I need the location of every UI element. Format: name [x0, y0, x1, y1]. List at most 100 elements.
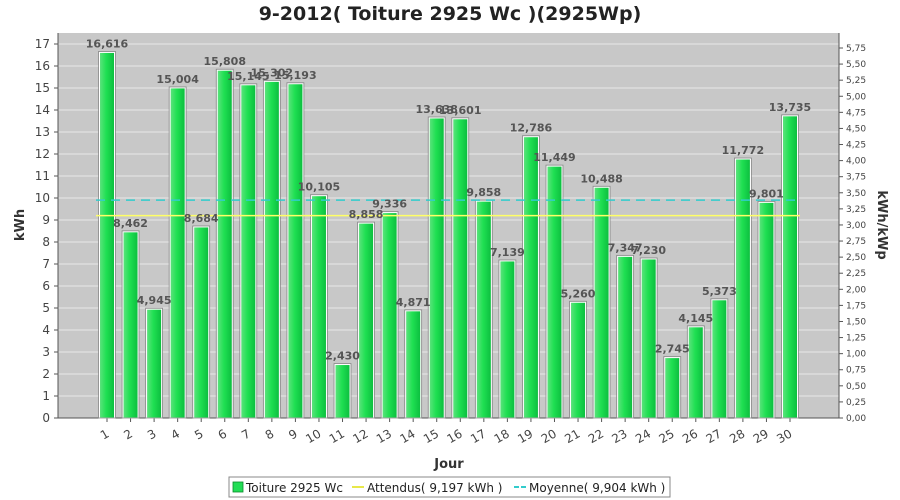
x-tick-label: 10	[303, 426, 323, 446]
legend-label-average: Moyenne( 9,904 kWh )	[529, 481, 665, 495]
x-tick-label: 1	[98, 426, 112, 442]
bar	[522, 136, 539, 419]
bar-outline	[310, 194, 328, 419]
x-tick-label: 19	[515, 426, 535, 446]
bar-outline	[522, 135, 540, 419]
y-tick-label: 11	[35, 169, 50, 183]
data-label: 2,430	[325, 350, 360, 363]
bar	[334, 364, 351, 419]
x-tick-label: 7	[239, 426, 253, 442]
reference-lines	[96, 199, 800, 217]
legend-label-expected: Attendus( 9,197 kWh )	[367, 481, 502, 495]
bar-outline	[121, 230, 140, 419]
bar	[122, 231, 139, 419]
x-tick-label: 6	[216, 426, 230, 442]
y-right-tick-label: 1,00	[846, 350, 866, 360]
x-tick-label: 27	[704, 426, 724, 446]
plot-area	[58, 33, 839, 418]
y-right-tick-label: 5,00	[846, 92, 866, 102]
bar-outline	[404, 309, 423, 419]
bar	[358, 222, 375, 419]
x-tick-label: 17	[468, 426, 488, 446]
bar-outline	[781, 114, 799, 419]
bar-outline	[168, 86, 187, 419]
data-label: 9,858	[466, 186, 501, 199]
data-label: 5,373	[702, 285, 737, 298]
bar	[570, 301, 587, 419]
legend: Toiture 2925 Wc Attendus( 9,197 kWh ) Moye…	[228, 476, 671, 498]
x-tick-label: 18	[492, 426, 512, 446]
bar	[216, 69, 233, 419]
x-tick-label: 25	[657, 426, 677, 446]
data-label: 7,139	[490, 246, 525, 259]
bar	[711, 299, 728, 419]
bar-outline	[380, 211, 399, 419]
bar-outline	[592, 185, 611, 419]
data-label: 4,145	[678, 312, 713, 325]
x-tick-label: 9	[286, 426, 300, 442]
bar	[428, 117, 445, 419]
data-label: 15,193	[274, 69, 316, 82]
data-label: 13,601	[439, 104, 481, 117]
x-tick-label: 20	[539, 426, 559, 446]
bar-outline	[357, 221, 375, 419]
data-label: 9,336	[372, 198, 407, 211]
data-label: 8,462	[113, 217, 148, 230]
x-tick-label: 30	[774, 426, 794, 446]
y-right-tick-label: 3,25	[846, 205, 866, 215]
bar-outline	[639, 257, 658, 419]
bar-outline	[333, 363, 352, 419]
bar	[310, 195, 327, 419]
y-tick-label: 4	[42, 323, 50, 337]
bar-outline	[616, 254, 635, 419]
bar-outline	[215, 68, 234, 419]
y-tick-label: 5	[42, 301, 50, 315]
y-tick-label: 7	[42, 257, 50, 271]
y-tick-label: 1	[42, 389, 50, 403]
data-label: 5,260	[561, 287, 596, 300]
bar	[169, 87, 186, 419]
y-right-tick-label: 4,00	[846, 157, 866, 167]
bar	[687, 326, 704, 419]
y-tick-label: 17	[35, 37, 50, 51]
y-right-tick-label: 3,50	[846, 189, 866, 199]
y-axis-right-label: kWh/kWp	[874, 190, 889, 259]
y-tick-label: 16	[35, 59, 50, 73]
x-tick-label: 12	[350, 426, 370, 446]
y-right-tick-label: 0,25	[846, 398, 866, 408]
bar-outline	[686, 325, 705, 419]
x-tick-label: 13	[374, 426, 394, 446]
y-right-tick-label: 5,75	[846, 44, 866, 54]
bar-outline	[474, 199, 493, 419]
bar-outline	[757, 200, 776, 419]
bar	[452, 118, 469, 419]
x-tick-label: 14	[397, 426, 417, 446]
x-tick-label: 5	[192, 426, 206, 442]
y-right-tick-label: 1,50	[846, 317, 866, 327]
y-tick-label: 9	[42, 213, 50, 227]
y-tick-label: 13	[35, 125, 50, 139]
data-label: 8,684	[184, 212, 219, 225]
y-right-tick-label: 2,75	[846, 237, 866, 247]
data-label: 10,105	[298, 181, 340, 194]
bar	[240, 84, 257, 419]
x-tick-label: 3	[145, 426, 159, 442]
x-tick-label: 28	[727, 426, 747, 446]
y-tick-label: 15	[35, 81, 50, 95]
bar	[593, 186, 610, 419]
bar	[499, 260, 516, 419]
x-tick-label: 22	[586, 426, 606, 446]
bar-series	[98, 51, 799, 419]
bar	[640, 258, 657, 419]
bar	[287, 83, 304, 419]
data-label: 16,616	[86, 37, 129, 50]
y-right-tick-label: 3,00	[846, 221, 866, 231]
y-tick-label: 10	[35, 191, 50, 205]
y-tick-label: 0	[42, 411, 50, 425]
bar	[405, 310, 422, 419]
data-labels: 16,6168,4624,94515,0048,68415,80815,1451…	[86, 37, 811, 362]
y-right-tick-label: 4,50	[846, 124, 866, 134]
bar-outline	[427, 116, 446, 419]
bar-outline	[239, 83, 258, 419]
